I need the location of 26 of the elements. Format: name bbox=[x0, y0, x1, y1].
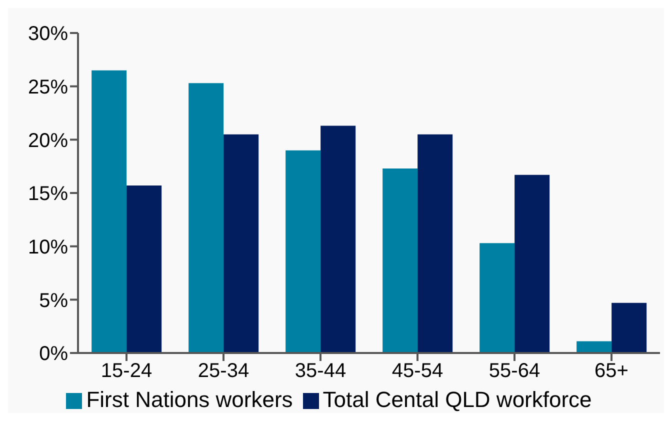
bar bbox=[286, 150, 321, 353]
bar bbox=[480, 243, 515, 353]
x-tick-label: 35-44 bbox=[294, 360, 346, 382]
x-tick-label: 45-54 bbox=[392, 360, 444, 382]
bar bbox=[126, 186, 162, 353]
y-tick-label: 30% bbox=[28, 23, 68, 46]
y-tick-label: 5% bbox=[39, 290, 68, 312]
legend-label: Total Cental QLD workforce bbox=[322, 387, 592, 412]
legend-label: First Nations workers bbox=[86, 387, 293, 412]
bar bbox=[188, 83, 224, 353]
y-tick-label: 0% bbox=[39, 343, 68, 366]
x-tick-label: 65+ bbox=[594, 360, 628, 382]
x-tick-label: 25-34 bbox=[198, 360, 250, 382]
bar bbox=[92, 70, 127, 353]
bar bbox=[418, 134, 453, 353]
bar bbox=[612, 302, 647, 353]
bar bbox=[382, 168, 418, 353]
x-tick-label: 55-64 bbox=[488, 360, 540, 382]
x-tick-label: 15-24 bbox=[100, 360, 152, 382]
y-tick-label: 10% bbox=[28, 236, 68, 258]
bar bbox=[224, 134, 259, 353]
y-tick-label: 25% bbox=[28, 76, 68, 98]
y-tick-label: 20% bbox=[28, 130, 68, 152]
y-tick-label: 15% bbox=[28, 183, 68, 206]
bar bbox=[320, 126, 356, 353]
bar bbox=[514, 174, 550, 353]
